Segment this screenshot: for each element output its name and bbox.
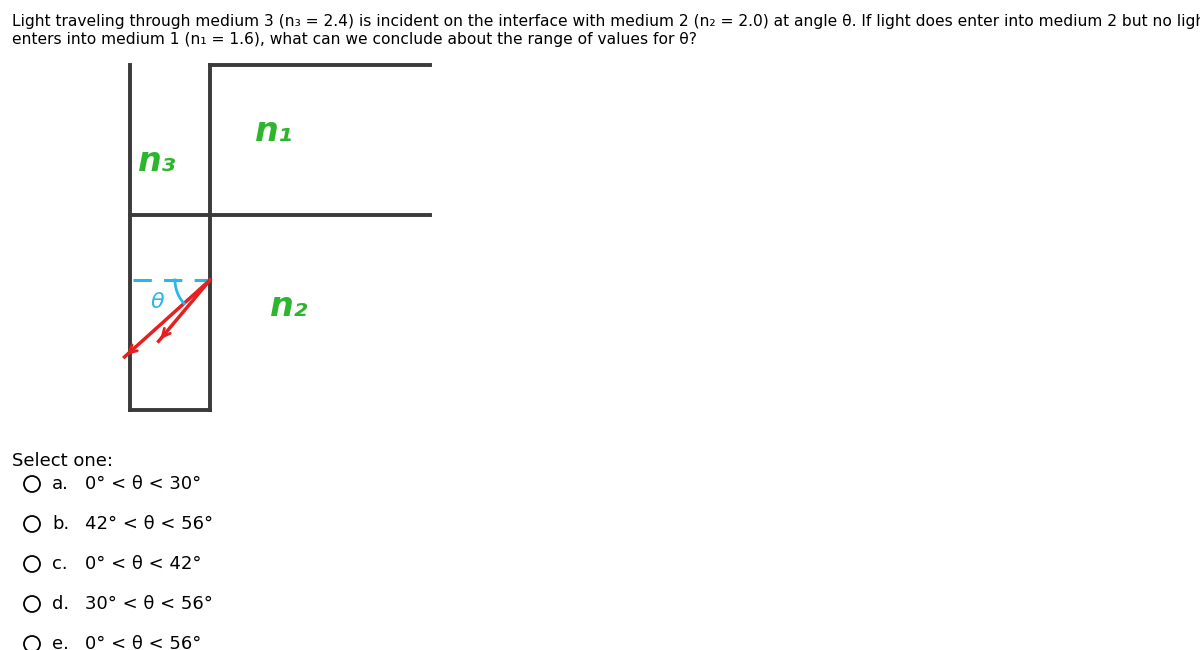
Text: n₂: n₂ <box>270 290 308 323</box>
Text: Light traveling through medium 3 (n₃ = 2.4) is incident on the interface with me: Light traveling through medium 3 (n₃ = 2… <box>12 14 1200 29</box>
Text: n₁: n₁ <box>256 115 293 148</box>
Text: a.: a. <box>52 475 68 493</box>
Text: 0° < θ < 30°: 0° < θ < 30° <box>85 475 202 493</box>
Text: θ: θ <box>150 292 164 312</box>
Text: 42° < θ < 56°: 42° < θ < 56° <box>85 515 214 533</box>
Text: c.: c. <box>52 555 67 573</box>
Text: b.: b. <box>52 515 70 533</box>
Text: enters into medium 1 (n₁ = 1.6), what can we conclude about the range of values : enters into medium 1 (n₁ = 1.6), what ca… <box>12 32 697 47</box>
Text: n₃: n₃ <box>138 145 176 178</box>
Text: 30° < θ < 56°: 30° < θ < 56° <box>85 595 212 613</box>
Text: d.: d. <box>52 595 70 613</box>
Text: 0° < θ < 56°: 0° < θ < 56° <box>85 635 202 650</box>
Text: 0° < θ < 42°: 0° < θ < 42° <box>85 555 202 573</box>
Text: e.: e. <box>52 635 68 650</box>
Text: Select one:: Select one: <box>12 452 113 470</box>
